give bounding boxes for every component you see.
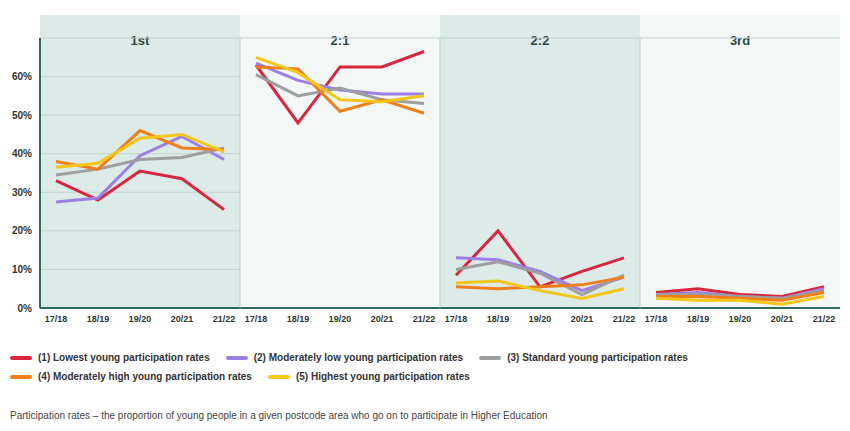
svg-text:17/18: 17/18 [245,314,268,324]
svg-text:18/19: 18/19 [687,314,710,324]
html-text:Participation rates – the prop: Participation rates – the proportion of … [10,410,548,421]
svg-text:17/18: 17/18 [645,314,668,324]
svg-text:21/22: 21/22 [213,314,236,324]
svg-text:10%: 10% [12,264,32,275]
svg-text:60%: 60% [12,71,32,82]
svg-text:20/21: 20/21 [771,314,794,324]
svg-text:40%: 40% [12,148,32,159]
svg-text:19/20: 19/20 [529,314,552,324]
svg-text:21/22: 21/22 [613,314,636,324]
svg-text:20/21: 20/21 [171,314,194,324]
html-text:2:2: 2:2 [530,33,550,48]
svg-text:19/20: 19/20 [729,314,752,324]
html-text:(5) Highest young participatio: (5) Highest young participation rates [295,371,470,382]
svg-text:21/22: 21/22 [413,314,436,324]
html-text:(1) Lowest young participation: (1) Lowest young participation rates [38,352,210,363]
svg-text:19/20: 19/20 [129,314,152,324]
svg-text:20%: 20% [12,225,32,236]
html-text:1st: 1st [130,33,150,48]
svg-text:17/18: 17/18 [45,314,68,324]
svg-text:18/19: 18/19 [487,314,510,324]
html-text:2:1: 2:1 [330,33,350,48]
svg-text:19/20: 19/20 [329,314,352,324]
svg-text:18/19: 18/19 [287,314,310,324]
svg-text:21/22: 21/22 [813,314,836,324]
svg-text:20/21: 20/21 [371,314,394,324]
svg-text:30%: 30% [12,187,32,198]
svg-text:0%: 0% [18,303,33,314]
html-text:(2) Moderately low young parti: (2) Moderately low young participation r… [253,352,464,363]
html-text:3rd: 3rd [729,33,751,48]
html-text:(4) Moderately high young part: (4) Moderately high young participation … [38,371,252,382]
svg-text:20/21: 20/21 [571,314,594,324]
svg-text:50%: 50% [12,110,32,121]
svg-text:18/19: 18/19 [87,314,110,324]
svg-text:17/18: 17/18 [445,314,468,324]
html-text:(3) Standard young participati: (3) Standard young participation rates [507,352,688,363]
